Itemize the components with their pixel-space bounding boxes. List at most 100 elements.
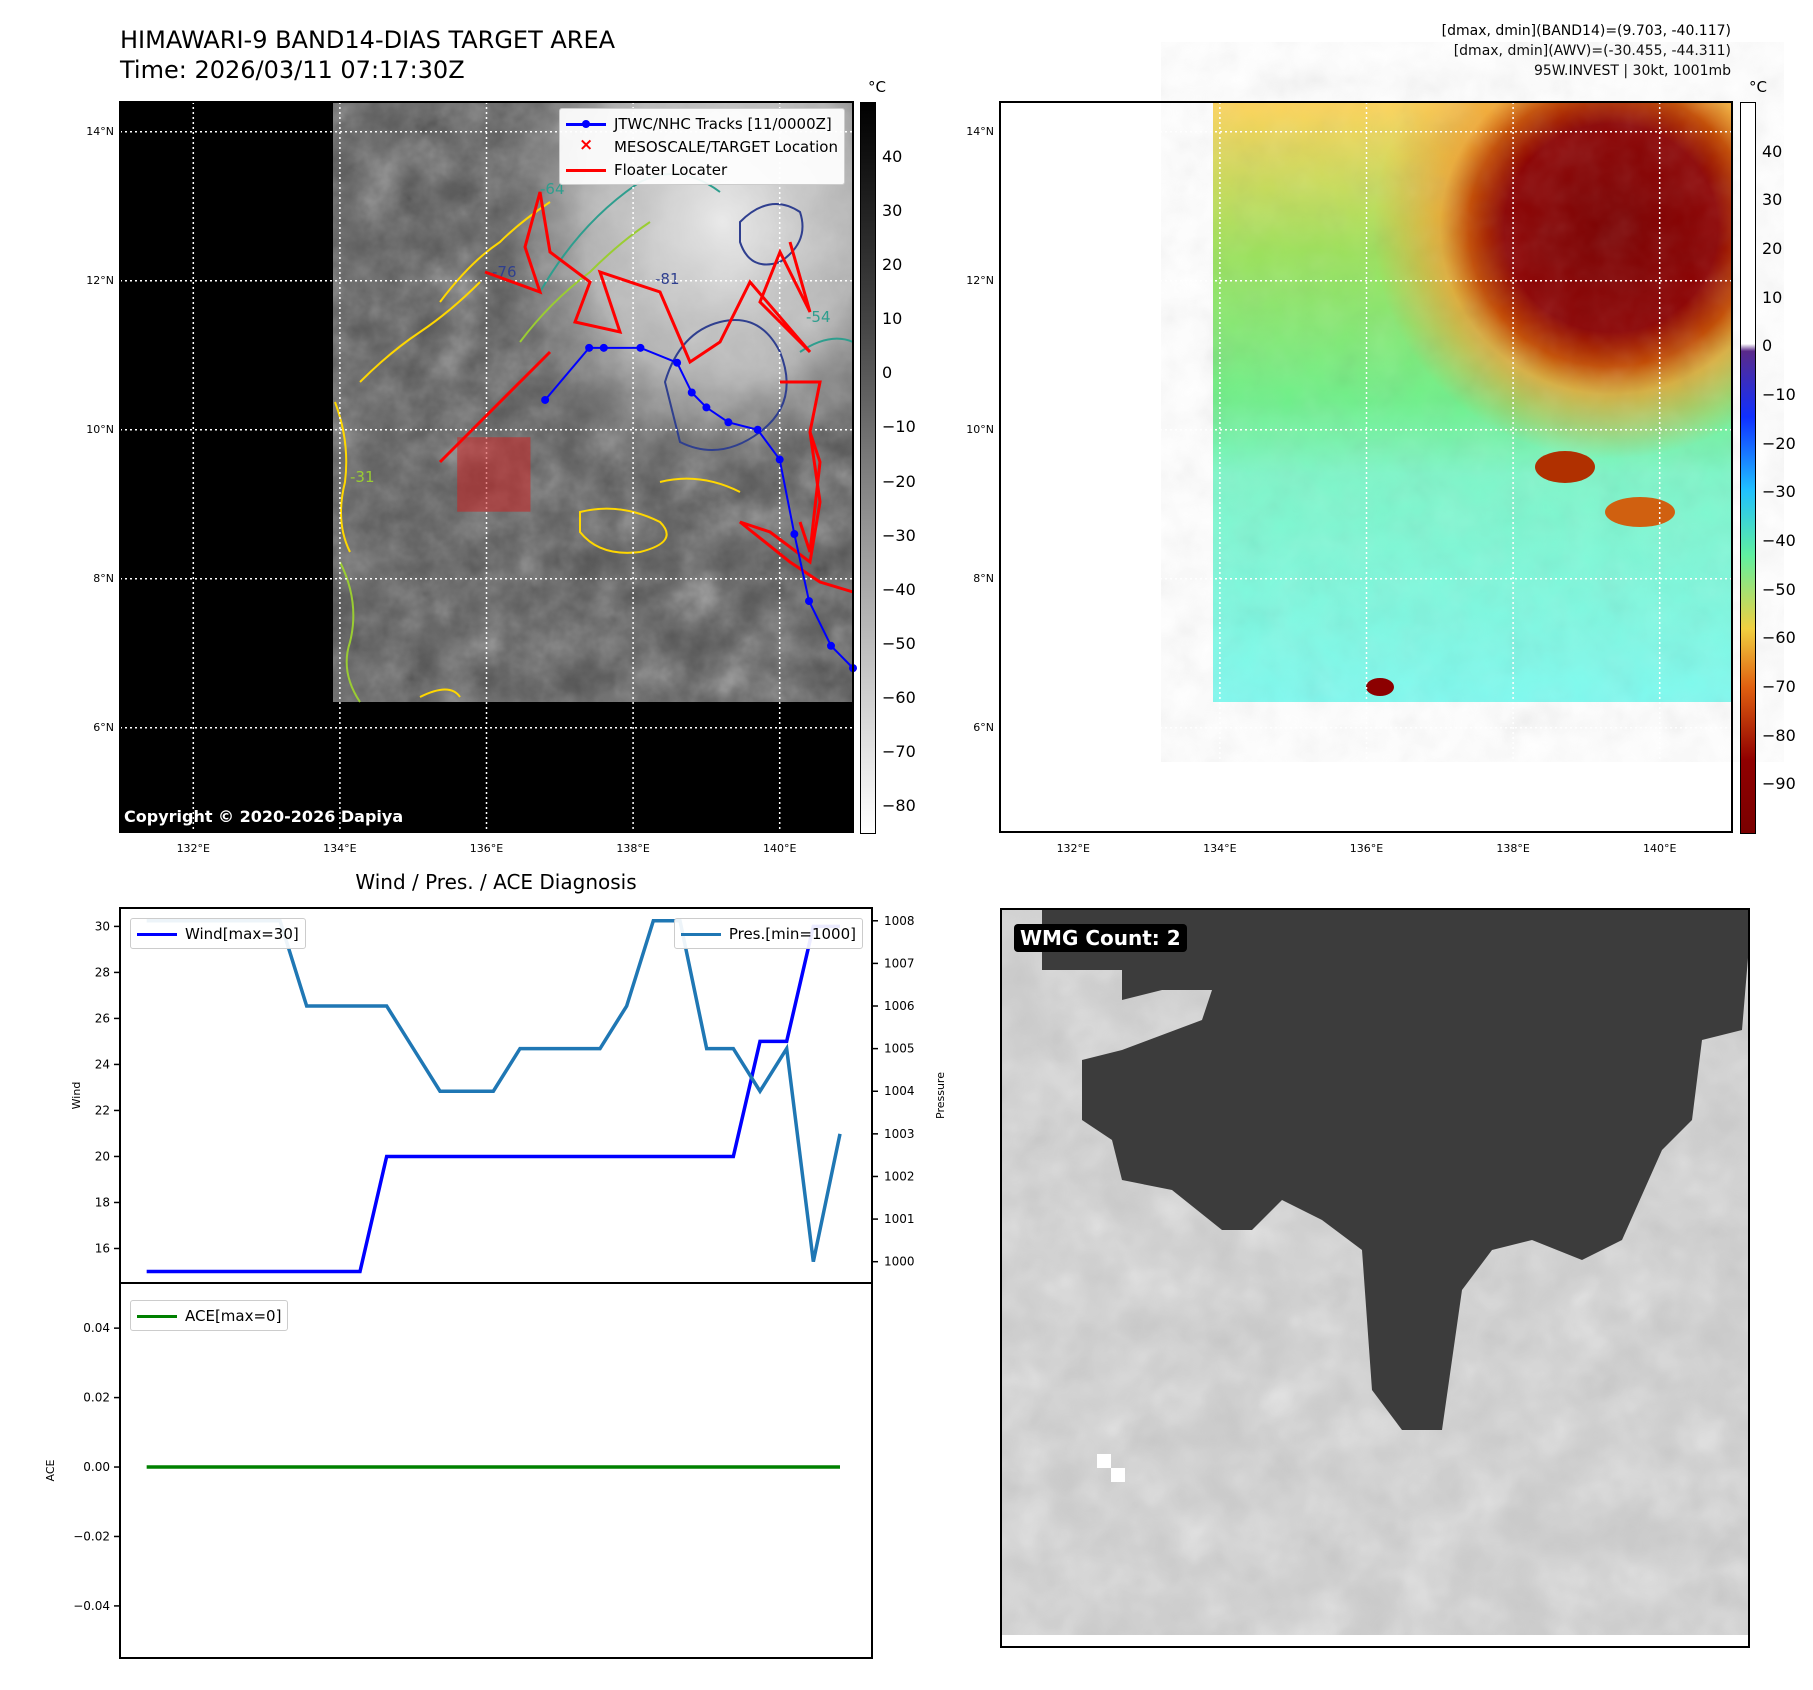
colorbar-tick-label: −10: [1762, 385, 1796, 404]
y2-tick-label: 1001: [884, 1212, 915, 1226]
contour-label: -31: [350, 468, 375, 486]
y-tick-label: 16: [95, 1241, 110, 1255]
wind-pressure-chart: 16 18 20 22 24 26 28 30 1000 1001 1002 1003 1004 1005…: [70, 907, 947, 1284]
chart-title: HIMAWARI-9 BAND14-DIAS TARGET AREA: [120, 26, 616, 54]
y-tick-label: −0.02: [73, 1529, 110, 1543]
track-point: [827, 641, 836, 650]
band14-imagery: [333, 102, 853, 702]
plot-frame: [119, 1282, 873, 1659]
colorbar-tick-label: −40: [1762, 531, 1796, 550]
colorbar-tick-label: −10: [882, 417, 916, 437]
y-tick-label: 0.02: [83, 1391, 110, 1405]
legend-label: JTWC/NHC Tracks [11/0000Z]: [613, 114, 832, 133]
lon-tick-label: 132°E: [1056, 842, 1091, 855]
jtwc-track-line: [544, 346, 854, 669]
awv-map-frame: [999, 101, 1733, 833]
lat-tick-label: 10°N: [86, 422, 114, 436]
lat-tick-label: 8°N: [973, 571, 994, 585]
colorbar-tick-label: 20: [1762, 239, 1783, 258]
info-storm: 95W.INVEST | 30kt, 1001mb: [1533, 63, 1731, 79]
legend-label: MESOSCALE/TARGET Location: [613, 137, 838, 156]
jtwc-track-points: [541, 343, 857, 673]
legend-label: Wind[max=30]: [185, 924, 299, 943]
y2-tick-label: 1000: [884, 1255, 915, 1269]
target-area-box: [457, 437, 531, 512]
colorbar-tick-label: −60: [1762, 628, 1796, 648]
pressure-series-line: [146, 919, 842, 1263]
wind-legend: Wind[max=30]: [130, 918, 306, 949]
colorbar-tick-label: −70: [882, 741, 916, 761]
track-point: [673, 358, 682, 367]
colorbar-tick-label: 30: [882, 201, 903, 221]
colorbar-tick-label: −90: [1762, 774, 1796, 794]
colorbar-tick-label: 20: [882, 255, 903, 275]
track-point: [775, 455, 784, 464]
lon-tick-label: 132°E: [176, 842, 211, 855]
colorbar-tick-label: −40: [882, 579, 916, 599]
lat-tick-label: 14°N: [86, 124, 114, 138]
y2-axis-label: Pressure: [934, 1072, 947, 1119]
lat-tick-label: 12°N: [86, 273, 114, 287]
diagnosis-title: Wind / Pres. / ACE Diagnosis: [355, 870, 637, 894]
colorbar-tick-label: −80: [882, 795, 916, 815]
colorbar-tick-label: 10: [1762, 287, 1783, 307]
y-tick-label: 24: [95, 1057, 110, 1071]
colorbar-tick-label: −20: [1762, 433, 1796, 453]
y-tick-label: 0.04: [83, 1321, 110, 1335]
y-tick-label: 0.00: [83, 1460, 110, 1474]
legend-item-ace: ACE[max=0]: [137, 1304, 281, 1327]
colorbar-tick-label: 40: [882, 147, 903, 167]
lon-tick-label: 134°E: [1203, 842, 1237, 855]
y-tick-label: 20: [95, 1149, 110, 1163]
colorbar-unit: °C: [1749, 78, 1767, 96]
awv-map-panel: [1000, 102, 1733, 832]
lon-tick-label: 136°E: [469, 842, 504, 855]
awv-map: [1000, 102, 1733, 832]
colorbar-unit: °C: [868, 78, 886, 96]
info-awv: [dmax, dmin](AWV)=(-30.455, -44.311): [1453, 43, 1731, 59]
legend-item-tracks: JTWC/NHC Tracks [11/0000Z]: [565, 112, 838, 135]
colorbar-tick-label: 10: [882, 309, 903, 329]
lat-tick-label: 6°N: [93, 720, 114, 734]
y2-tick-label: 1002: [884, 1169, 915, 1183]
colorbar-tick-label: 40: [1762, 141, 1783, 161]
legend-label: ACE[max=0]: [185, 1306, 282, 1325]
track-point: [599, 343, 608, 352]
track-point: [585, 343, 594, 352]
contour-label: -81: [655, 270, 680, 288]
lat-lon-grid: [120, 102, 853, 832]
y2-tick-label: 1003: [884, 1127, 915, 1141]
track-point: [790, 530, 799, 539]
map-legend: JTWC/NHC Tracks [11/0000Z] × MESOSCALE/T…: [558, 108, 845, 185]
lon-tick-label: 136°E: [1349, 842, 1384, 855]
track-point: [753, 425, 762, 434]
colorbar-tick-label: −60: [882, 687, 916, 707]
legend-item-floater: Floater Locater: [565, 158, 838, 181]
colorbar-tick-label: −70: [1762, 677, 1796, 696]
contour-labels: -64 -76 -81 -54 -31: [350, 180, 831, 486]
lon-tick-label: 140°E: [762, 842, 797, 855]
legend-item-target: × MESOSCALE/TARGET Location: [578, 134, 838, 156]
y2-tick-label: 1005: [884, 1042, 915, 1056]
wmg-count-label: WMG Count: 2: [1014, 924, 1187, 952]
wind-series-line: [146, 924, 840, 1274]
lon-tick-label: 140°E: [1642, 842, 1677, 855]
track-point: [702, 403, 711, 412]
colorbar-tick-label: −50: [882, 633, 916, 653]
info-band14: [dmax, dmin](BAND14)=(9.703, -40.117): [1441, 23, 1731, 39]
track-point: [636, 343, 645, 352]
track-point: [541, 395, 550, 404]
y2-tick-label: 1004: [884, 1084, 915, 1098]
y-axis-label: Wind: [70, 1082, 83, 1110]
lat-lon-grid: [1000, 102, 1733, 832]
band14-map-panel: -64 -76 -81 -54 -31 Copyright © 2020-202…: [120, 102, 857, 832]
lat-tick-label: 6°N: [973, 720, 994, 734]
y2-tick-label: 1007: [884, 956, 915, 970]
lon-tick-label: 138°E: [616, 842, 650, 855]
legend-item-pressure: Pres.[min=1000]: [680, 922, 856, 945]
colorbar-tick-label: −30: [882, 525, 916, 545]
lat-tick-label: 12°N: [966, 273, 994, 287]
y-tick-label: 22: [95, 1103, 110, 1117]
contour-label: -54: [806, 308, 831, 326]
ace-chart: 0.04 0.02 0.00 −0.02 −0.04 ACE: [44, 1282, 873, 1659]
